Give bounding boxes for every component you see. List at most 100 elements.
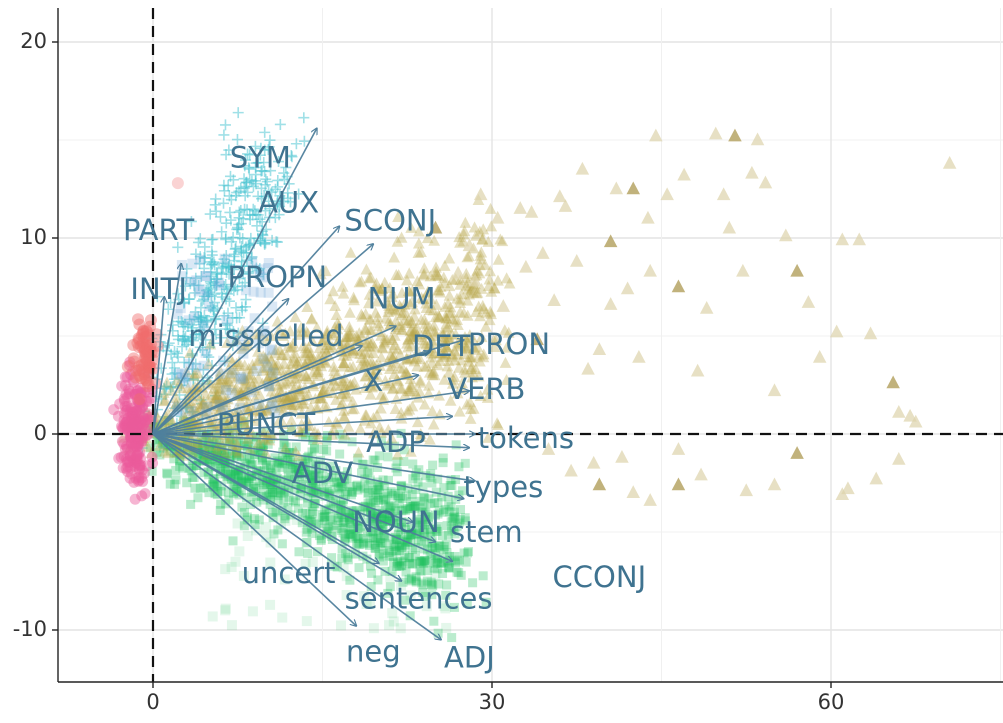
- olive-point: [399, 306, 412, 318]
- green-point: [370, 497, 380, 507]
- olive-point: [338, 410, 350, 422]
- olive-point: [216, 373, 229, 385]
- olive-point: [158, 395, 170, 407]
- olive-point: [476, 233, 489, 245]
- green-point: [374, 550, 384, 560]
- olive-point: [402, 284, 415, 296]
- loading-label: NOUN: [352, 505, 439, 539]
- olive-point: [341, 330, 354, 342]
- olive-point: [178, 399, 190, 411]
- green-point: [439, 558, 449, 568]
- olive-point: [427, 337, 440, 349]
- green-point: [314, 469, 324, 479]
- green-point: [225, 469, 235, 479]
- loading-label: types: [463, 470, 543, 504]
- green-point: [419, 492, 429, 502]
- green-point: [259, 465, 269, 475]
- green-point: [348, 487, 358, 497]
- olive-point: [359, 355, 372, 367]
- green-point: [354, 534, 364, 544]
- olive-point: [461, 309, 474, 321]
- teal-point: [210, 205, 222, 217]
- sparse-triangle: [451, 265, 465, 279]
- green-point: [265, 499, 275, 509]
- green-point: [224, 437, 234, 447]
- olive-point: [442, 331, 455, 343]
- olive-point: [458, 347, 471, 360]
- pink-point: [141, 386, 153, 398]
- sparse-triangle: [592, 477, 607, 491]
- olive-point: [117, 431, 129, 443]
- green-point: [268, 513, 278, 523]
- sparse-triangle: [626, 485, 640, 499]
- green-point: [404, 574, 414, 584]
- blue-point: [253, 399, 264, 410]
- green-point: [307, 456, 317, 466]
- green-point: [359, 484, 369, 494]
- green-point: [345, 530, 355, 540]
- pink-point: [131, 450, 143, 462]
- pink-point: [131, 455, 143, 467]
- olive-point: [383, 281, 396, 293]
- green-point-faint: [341, 571, 352, 582]
- blue-point: [259, 272, 270, 283]
- teal-point: [214, 211, 226, 223]
- green-point: [421, 557, 431, 567]
- green-point: [399, 445, 409, 455]
- green-point: [207, 445, 217, 455]
- green-point: [303, 516, 313, 526]
- green-point: [372, 513, 382, 523]
- olive-point: [406, 400, 419, 412]
- green-point: [416, 566, 426, 576]
- blue-point: [187, 258, 198, 269]
- green-point: [450, 552, 460, 562]
- pink-point: [127, 374, 139, 386]
- sparse-triangle: [641, 210, 655, 224]
- pink-point: [136, 464, 148, 476]
- olive-point: [283, 389, 295, 401]
- green-point: [307, 487, 317, 497]
- pink-point: [136, 472, 148, 484]
- pink-point: [124, 449, 136, 461]
- olive-point: [338, 357, 350, 369]
- green-point: [251, 432, 261, 442]
- pink-point: [115, 420, 127, 432]
- olive-point: [484, 202, 497, 214]
- green-point: [372, 490, 382, 500]
- green-point: [268, 477, 278, 487]
- loading-arrow: [152, 433, 441, 640]
- green-point: [415, 496, 425, 506]
- olive-point: [390, 268, 403, 280]
- blue-point: [183, 315, 194, 326]
- teal-point: [235, 218, 247, 230]
- olive-point: [304, 347, 317, 359]
- olive-point: [398, 298, 411, 310]
- blue-point: [172, 309, 183, 320]
- green-point: [407, 489, 417, 499]
- olive-point: [462, 283, 474, 295]
- olive-point: [471, 286, 484, 298]
- olive-point: [300, 325, 313, 337]
- green-point: [228, 536, 238, 546]
- olive-point: [239, 418, 252, 430]
- green-point: [353, 485, 363, 495]
- green-point: [460, 513, 470, 523]
- loading-arrow: [152, 226, 339, 435]
- olive-point: [287, 402, 299, 415]
- olive-point: [310, 402, 323, 414]
- pink-point: [129, 388, 141, 400]
- olive-point: [421, 232, 434, 244]
- teal-point: [257, 268, 269, 280]
- green-point: [396, 517, 406, 527]
- blue-point: [176, 259, 187, 270]
- pink-point: [120, 405, 132, 417]
- olive-point: [223, 367, 236, 379]
- red-point: [139, 330, 152, 343]
- teal-point: [282, 192, 294, 204]
- red-point: [140, 353, 153, 366]
- olive-point: [304, 401, 317, 413]
- olive-point: [437, 331, 450, 343]
- green-point: [348, 533, 358, 543]
- green-point: [288, 457, 298, 467]
- olive-point: [270, 343, 282, 355]
